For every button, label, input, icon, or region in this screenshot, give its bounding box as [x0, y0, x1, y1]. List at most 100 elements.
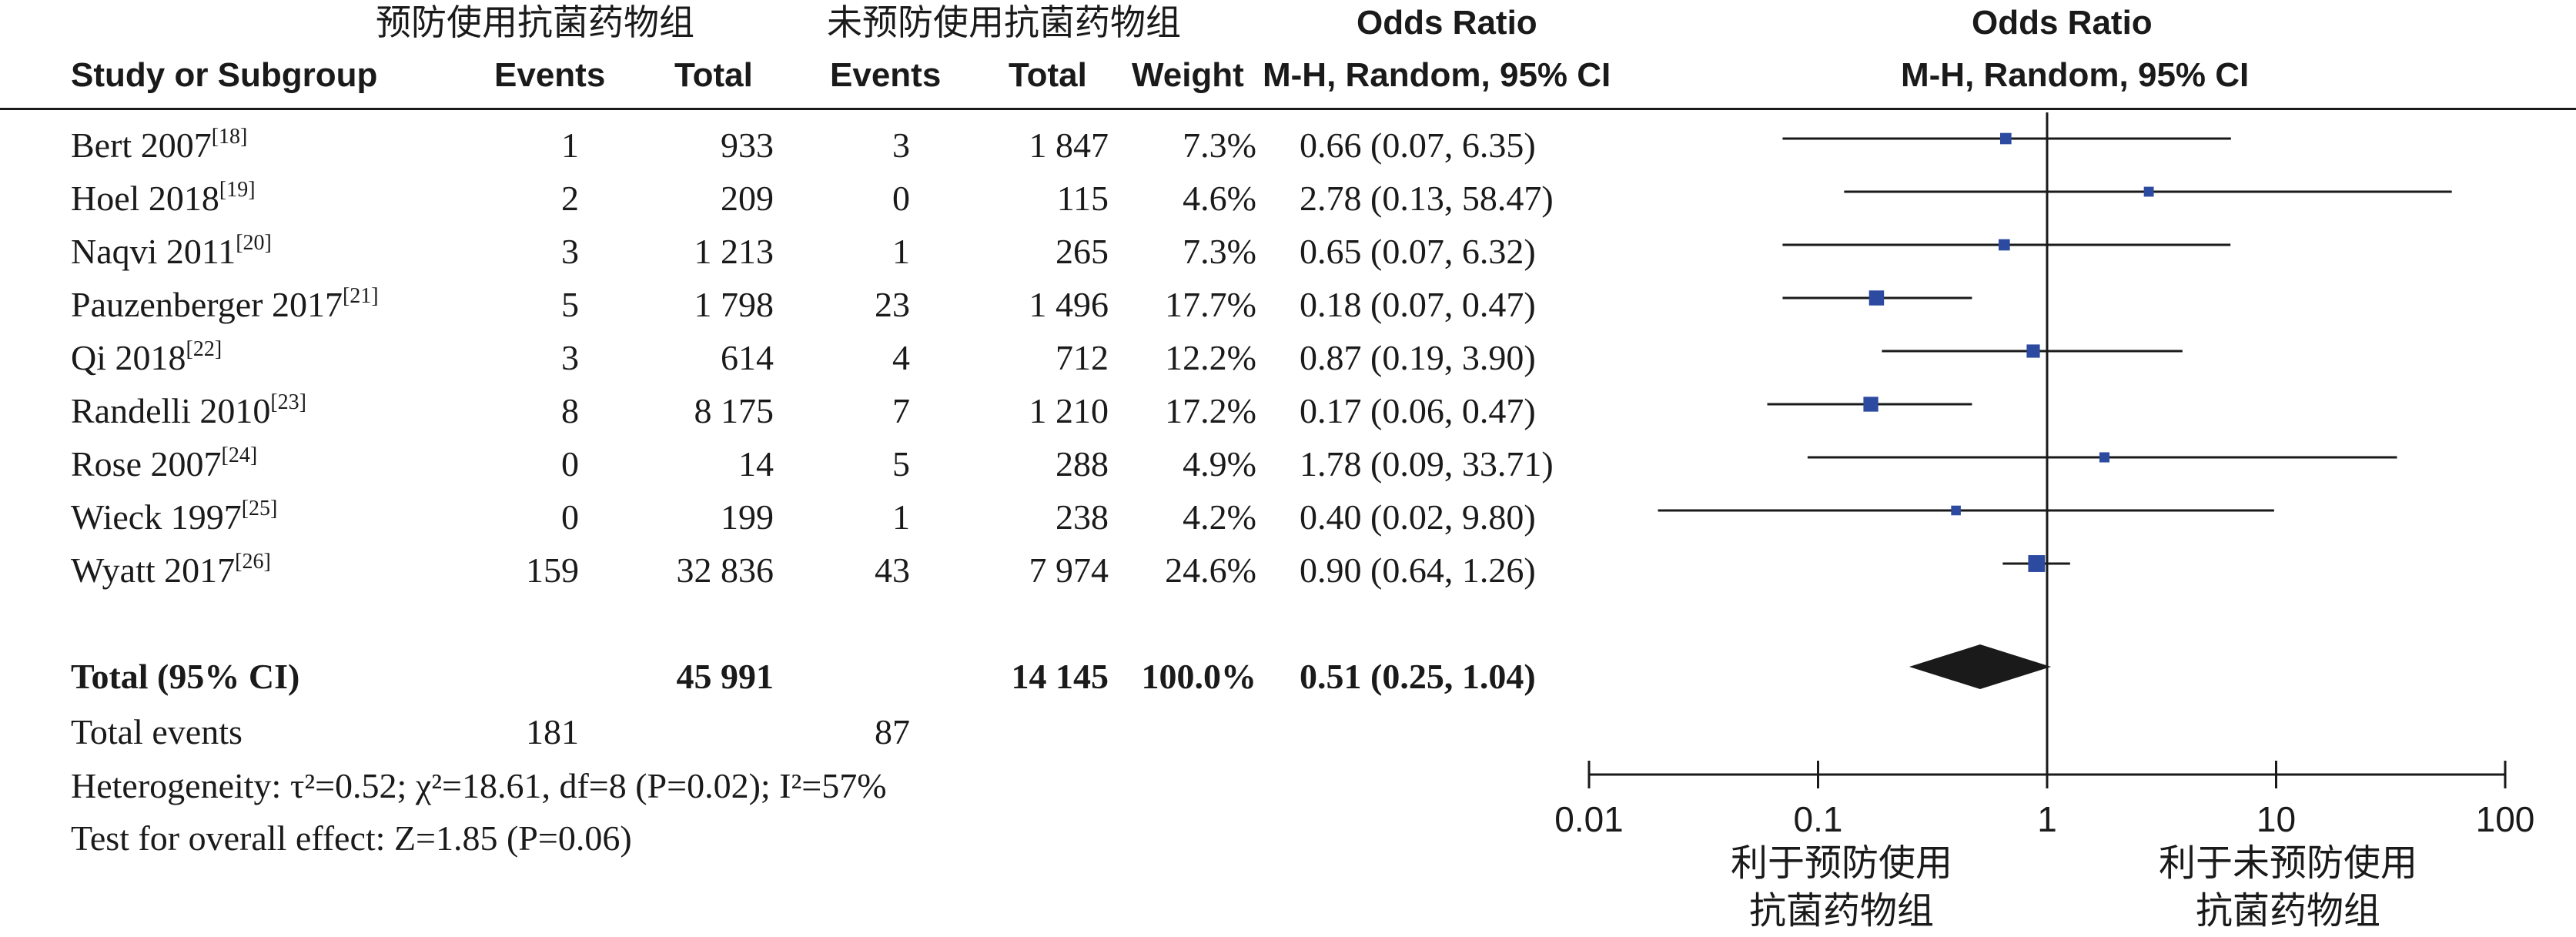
- overall-effect-text: Test for overall effect: Z=1.85 (P=0.06): [71, 818, 632, 858]
- x-axis-tick-label: 0.1: [1794, 799, 1843, 839]
- effect-marker: [1999, 239, 2010, 251]
- events-exp: 3: [561, 232, 579, 271]
- ci-text: 0.18 (0.07, 0.47): [1300, 285, 1536, 324]
- study-name: Randelli 2010[23]: [71, 391, 306, 430]
- total-ctrl-column-header: Total: [1009, 56, 1087, 94]
- events-ctrl: 3: [892, 125, 910, 165]
- weight: 4.9%: [1183, 444, 1256, 484]
- total-exp: 614: [721, 338, 774, 377]
- heterogeneity-text: Heterogeneity: τ²=0.52; χ²=18.61, df=8 (…: [71, 766, 887, 805]
- x-axis-tick-label: 1: [2037, 799, 2057, 839]
- total-exp-column-header: Total: [674, 56, 753, 94]
- total-events-exp: 181: [526, 712, 579, 751]
- total-ctrl: 265: [1055, 232, 1109, 271]
- x-axis-tick-label: 0.01: [1554, 799, 1624, 839]
- experimental-group-header: 预防使用抗菌药物组: [376, 2, 694, 43]
- favours-right-line1: 利于未预防使用: [2158, 842, 2417, 885]
- total-ctrl: 1 210: [1029, 391, 1109, 430]
- study-name: Rose 2007[24]: [71, 444, 257, 484]
- total-exp: 933: [721, 125, 774, 165]
- total-weight: 100.0%: [1141, 657, 1257, 696]
- total-ctrl: 288: [1055, 444, 1109, 484]
- study-reference: [25]: [241, 497, 278, 520]
- effect-marker: [2143, 186, 2154, 197]
- study-reference: [18]: [211, 125, 248, 149]
- events-ctrl: 0: [892, 179, 910, 218]
- total-ci: 0.51 (0.25, 1.04): [1300, 657, 1536, 696]
- total-exp: 45 991: [676, 657, 774, 696]
- study-name: Wyatt 2017[26]: [71, 551, 271, 588]
- study-name-text: Qi 2018: [71, 338, 186, 377]
- study-name: Pauzenberger 2017[21]: [71, 284, 379, 323]
- effect-marker: [1863, 397, 1878, 412]
- total-exp: 1 213: [694, 232, 774, 271]
- odds-ratio-table-header: Odds Ratio: [1357, 4, 1537, 42]
- total-exp: 199: [721, 497, 774, 537]
- events-exp: 0: [561, 497, 579, 537]
- study-name: Qi 2018[22]: [71, 338, 222, 377]
- total-exp: 14: [738, 444, 774, 484]
- x-axis-tick-label: 100: [2476, 799, 2535, 839]
- total-exp: 32 836: [676, 550, 774, 590]
- favours-right-label: 利于未预防使用 抗菌药物组: [2088, 839, 2488, 935]
- events-ctrl: 1: [892, 497, 910, 537]
- ci-text: 0.90 (0.64, 1.26): [1300, 550, 1536, 590]
- study-name: Bert 2007[18]: [71, 125, 248, 165]
- odds-ratio-plot-header: Odds Ratio: [1972, 4, 2153, 42]
- study-name: Naqvi 2011[20]: [71, 231, 272, 271]
- total-exp: 8 175: [694, 391, 774, 430]
- total-ctrl: 14 145: [1011, 657, 1109, 696]
- total-ctrl: 7 974: [1029, 550, 1109, 590]
- events-exp-column-header: Events: [494, 56, 606, 94]
- favours-left-line1: 利于预防使用: [1730, 842, 1952, 885]
- weight: 17.2%: [1165, 391, 1256, 430]
- study-name-text: Wieck 1997: [71, 497, 242, 537]
- weight: 17.7%: [1165, 285, 1256, 324]
- study-column-header: Study or Subgroup: [71, 56, 378, 94]
- effect-marker: [2026, 344, 2040, 358]
- study-name-text: Randelli 2010: [71, 391, 271, 430]
- study-reference: [21]: [342, 284, 379, 308]
- events-exp: 159: [526, 550, 579, 590]
- study-name-text: Bert 2007: [71, 125, 212, 165]
- study-name: Hoel 2018[19]: [71, 178, 256, 218]
- study-name-text: Hoel 2018: [71, 179, 219, 218]
- study-name-text: Rose 2007: [71, 444, 222, 484]
- ci-text: 0.17 (0.06, 0.47): [1300, 391, 1536, 430]
- events-exp: 3: [561, 338, 579, 377]
- study-reference: [19]: [219, 178, 256, 202]
- events-ctrl: 5: [892, 444, 910, 484]
- effect-marker: [1951, 505, 1961, 516]
- weight-column-header: Weight: [1132, 56, 1244, 94]
- effect-marker: [2099, 452, 2110, 463]
- weight: 7.3%: [1183, 125, 1256, 165]
- events-ctrl: 4: [892, 338, 910, 377]
- weight: 12.2%: [1165, 338, 1256, 377]
- ci-text: 0.40 (0.02, 9.80): [1300, 497, 1536, 537]
- events-ctrl: 23: [875, 285, 910, 324]
- total-events-label: Total events: [71, 712, 243, 751]
- total-ctrl: 1 496: [1029, 285, 1109, 324]
- total-exp: 209: [721, 179, 774, 218]
- events-ctrl: 1: [892, 232, 910, 271]
- events-ctrl-column-header: Events: [830, 56, 942, 94]
- events-ctrl: 43: [875, 550, 910, 590]
- control-group-header: 未预防使用抗菌药物组: [827, 2, 1181, 43]
- weight: 7.3%: [1183, 232, 1256, 271]
- favours-left-line2: 抗菌药物组: [1748, 889, 1934, 933]
- ci-text: 1.78 (0.09, 33.71): [1300, 444, 1554, 484]
- header-rule: [0, 108, 2576, 110]
- events-exp: 5: [561, 285, 579, 324]
- method-plot-column-header: M-H, Random, 95% CI: [1901, 56, 2250, 94]
- ci-text: 0.87 (0.19, 3.90): [1300, 338, 1536, 377]
- total-events-ctrl: 87: [875, 712, 910, 751]
- weight: 24.6%: [1165, 550, 1256, 590]
- ci-text: 0.65 (0.07, 6.32): [1300, 232, 1536, 271]
- study-reference: [20]: [236, 231, 272, 255]
- total-ctrl: 1 847: [1029, 125, 1109, 165]
- study-name-text: Naqvi 2011: [71, 232, 236, 271]
- study-name: Wieck 1997[25]: [71, 497, 278, 537]
- events-exp: 2: [561, 179, 579, 218]
- total-ctrl: 115: [1056, 179, 1109, 218]
